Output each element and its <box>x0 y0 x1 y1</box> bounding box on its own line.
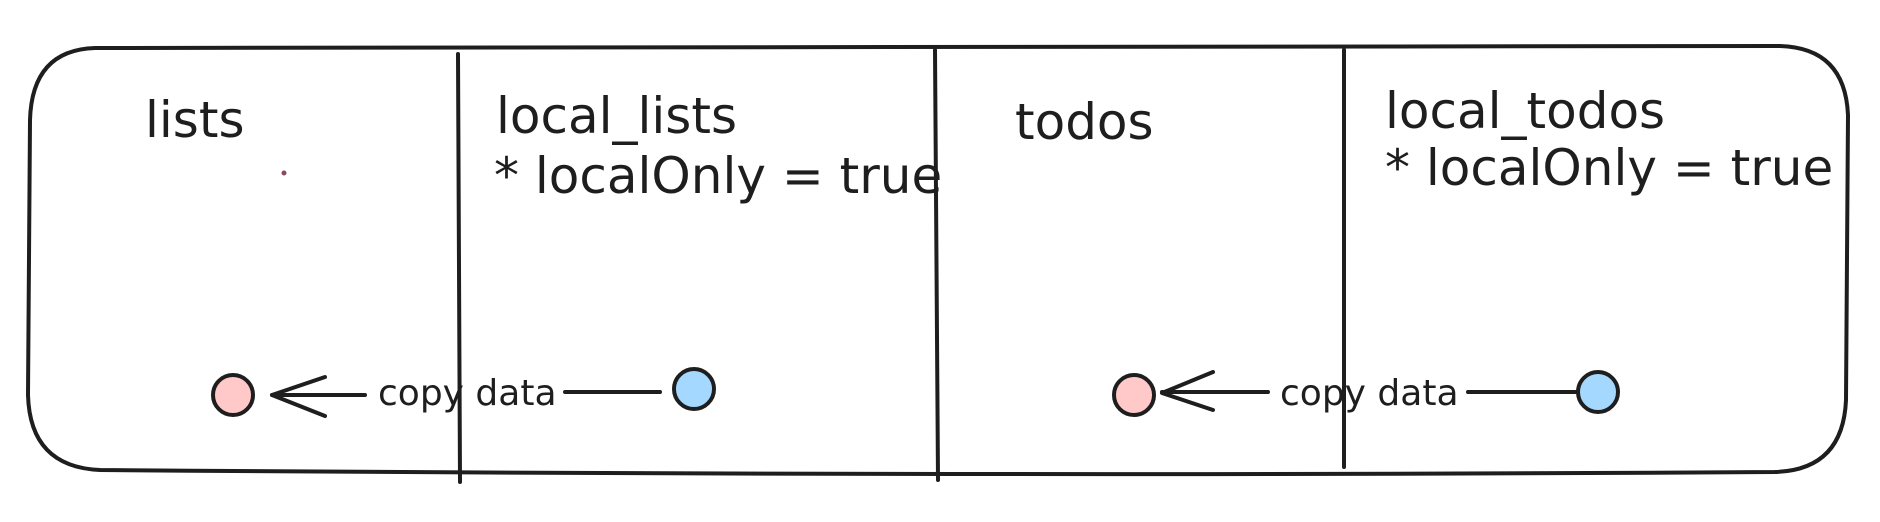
section-title-local-todos: local_todos <box>1385 82 1665 140</box>
arrowhead <box>1160 370 1215 412</box>
source-node-local-todos <box>1576 370 1620 414</box>
divider-1 <box>456 52 462 484</box>
edge-label: copy data <box>378 373 557 414</box>
section-note-local-todos: * localOnly = true <box>1385 139 1833 197</box>
target-node-todos <box>1112 373 1156 417</box>
section-title-local-lists: local_lists <box>496 87 737 145</box>
arrowhead <box>270 375 327 418</box>
edge-local-lists-to-lists: copy data <box>211 367 716 418</box>
section-title-todos: todos <box>1015 93 1154 151</box>
divider-2 <box>933 48 940 482</box>
section-note-local-lists: * localOnly = true <box>494 147 942 205</box>
outer-container <box>26 43 1850 477</box>
source-node-local-lists <box>672 367 716 411</box>
target-node-lists <box>211 373 255 417</box>
edge-local-todos-to-todos: copy data <box>1112 370 1620 417</box>
edge-label: copy data <box>1280 373 1459 414</box>
section-title-lists: lists <box>145 91 245 149</box>
stray-dot <box>281 170 287 176</box>
